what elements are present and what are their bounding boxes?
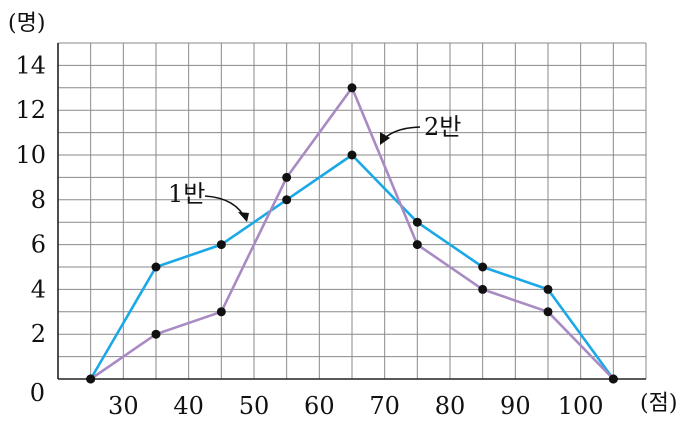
data-point-series-1 [543, 284, 553, 294]
x-tick-label: 70 [369, 392, 400, 420]
series-label-class1: 1반 [168, 180, 205, 208]
y-tick-label: 14 [15, 51, 46, 79]
data-point-series-1 [412, 217, 422, 227]
y-tick-label: 8 [31, 186, 46, 214]
y-tick-labels: 0 2 4 6 8 10 12 14 [15, 51, 46, 407]
x-tick-label: 50 [239, 392, 270, 420]
grid [57, 42, 647, 380]
data-point-series-1 [216, 240, 226, 250]
y-tick-label: 12 [15, 96, 46, 124]
x-tick-labels: 30 40 50 60 70 80 90 100 [108, 392, 604, 420]
x-tick-label: 30 [108, 392, 139, 420]
y-tick-label: 2 [31, 320, 46, 348]
series-annotations: 1반 2반 [168, 113, 461, 222]
y-axis-unit: (명) [8, 11, 45, 36]
data-point-series-2 [86, 374, 96, 384]
y-tick-label: 6 [31, 231, 46, 259]
class1-arrow-head [238, 212, 249, 222]
x-tick-label: 90 [500, 392, 531, 420]
data-point-series-2 [216, 307, 226, 317]
x-axis-unit: (점) [640, 391, 677, 416]
y-tick-label: 10 [15, 141, 46, 169]
series-label-class2: 2반 [424, 113, 461, 141]
data-point-series-1 [478, 262, 488, 272]
series-group [86, 83, 618, 384]
class2-arrow-head [380, 132, 390, 145]
y-tick-label: 4 [31, 275, 46, 303]
data-point-series-2 [282, 172, 292, 182]
data-point-series-2 [151, 329, 161, 339]
x-tick-label: 100 [558, 392, 604, 420]
data-point-series-1 [282, 195, 292, 205]
data-point-series-2 [347, 83, 357, 93]
x-tick-label: 40 [173, 392, 204, 420]
data-point-series-2 [478, 284, 488, 294]
x-tick-label: 60 [304, 392, 335, 420]
data-point-series-1 [347, 150, 357, 160]
y-tick-label: 0 [30, 379, 45, 407]
data-point-series-2 [412, 240, 422, 250]
x-tick-label: 80 [435, 392, 466, 420]
data-point-series-2 [608, 374, 618, 384]
data-point-series-2 [543, 307, 553, 317]
data-point-series-1 [151, 262, 161, 272]
